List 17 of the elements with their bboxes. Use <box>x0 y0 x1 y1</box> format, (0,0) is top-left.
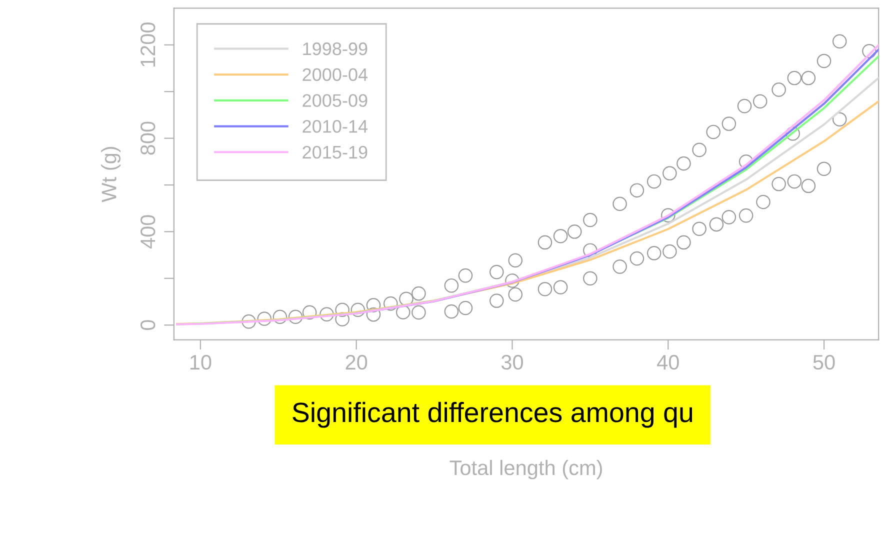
x-tick-label: 30 <box>501 354 524 370</box>
legend-label: 2000-04 <box>302 68 368 82</box>
y-tick-label: 0 <box>140 320 156 330</box>
y-tick-label: 400 <box>140 215 156 249</box>
x-tick-label: 10 <box>190 354 212 370</box>
legend-label: 2010-14 <box>302 120 368 133</box>
x-tick-label: 20 <box>346 354 368 370</box>
text: Significant differences among qu <box>292 402 692 428</box>
x-tick-label: 50 <box>813 354 835 370</box>
y-tick-label: 1200 <box>140 22 156 66</box>
y-axis-title: Wt (g) <box>101 146 121 202</box>
legend-label: 2005-09 <box>302 94 368 107</box>
legend-label: 2015-19 <box>302 146 368 159</box>
y-tick-label: 800 <box>140 122 156 155</box>
x-axis-title: Total length (cm) <box>450 460 602 480</box>
x-tick-label: 40 <box>657 354 679 370</box>
legend-label: 1998-99 <box>303 42 368 56</box>
